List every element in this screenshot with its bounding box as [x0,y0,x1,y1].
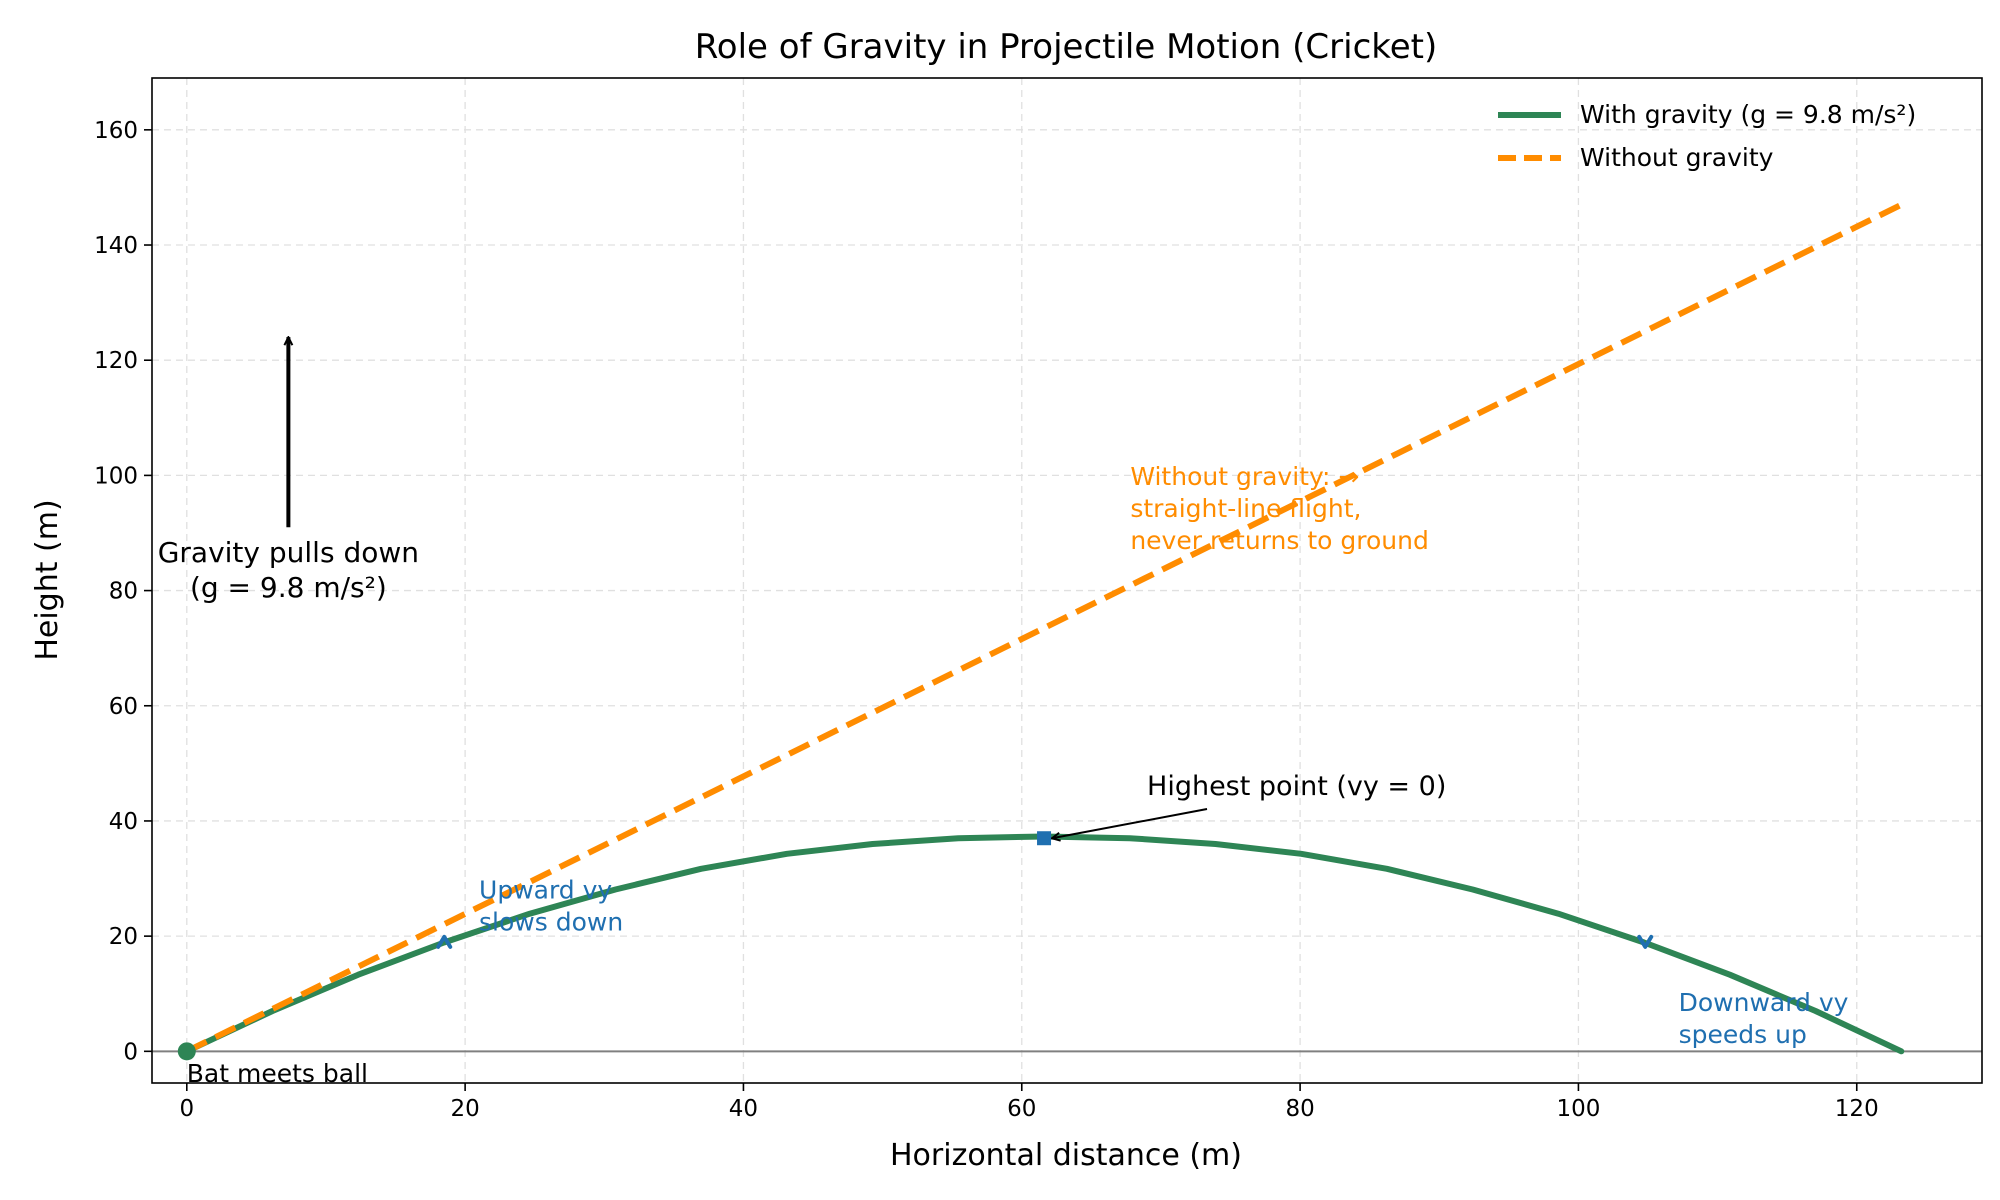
x-tick-label-60: 60 [1007,1096,1036,1122]
y-tick-label-0: 0 [123,1039,138,1065]
y-tick-label-60: 60 [109,694,138,720]
upward-vy-annotation-line-1: Upward vy [479,876,612,905]
legend: With gravity (g = 9.8 m/s²) Without gravi… [1498,100,1916,172]
x-tick-label-20: 20 [450,1096,479,1122]
y-tick-label-20: 20 [109,924,138,950]
legend-label-1: With gravity (g = 9.8 m/s²) [1580,100,1916,129]
y-axis-label: Height (m) [30,499,65,660]
gravity-annotation-line-1: Gravity pulls down [158,536,419,569]
x-tick-label-40: 40 [729,1096,758,1122]
apex-annotation: Highest point (vy = 0) [1147,771,1446,802]
bat-meets-ball-annotation: Bat meets ball [187,1059,368,1088]
downward-velocity-marker [1637,934,1654,949]
annotations: Bat meets ball Highest point (vy = 0) Upwa… [158,337,1849,1088]
y-tick-label-80: 80 [109,579,138,605]
downward-vy-annotation-line-1: Downward vy [1679,988,1849,1017]
plot-area [152,202,1982,1061]
y-tick-label-120: 120 [94,348,138,374]
y-tick-label-140: 140 [94,233,138,259]
x-tick-label-0: 0 [179,1096,194,1122]
downward-vy-annotation-line-2: speeds up [1679,1020,1807,1049]
x-tick-label-120: 120 [1835,1096,1879,1122]
axes: 0 20 40 60 80 100 120 0 20 40 60 80 100 120 140 160 [94,77,1983,1122]
y-tick-label-160: 160 [94,118,138,144]
chart-title: Role of Gravity in Projectile Motion (Cr… [695,27,1438,67]
without-gravity-annotation-line-3: never returns to ground [1130,526,1429,555]
without-gravity-annotation-line-2: straight-line flight, [1130,494,1361,523]
apex-pointer-arrow [1052,808,1208,838]
x-tick-label-100: 100 [1556,1096,1600,1122]
legend-label-2: Without gravity [1580,143,1774,172]
x-axis-label: Horizontal distance (m) [890,1138,1242,1173]
upward-velocity-marker [436,934,453,949]
without-gravity-annotation-line-1: Without gravity: → [1130,462,1359,491]
gravity-annotation-line-2: (g = 9.8 m/s²) [190,571,387,604]
x-tick-label-80: 80 [1285,1096,1314,1122]
y-tick-label-40: 40 [109,809,138,835]
launch-point [177,1042,196,1061]
axes-frame [151,77,1983,1084]
upward-vy-annotation-line-2: slows down [479,908,623,937]
apex-marker [1037,831,1052,846]
y-tick-label-100: 100 [94,463,138,489]
